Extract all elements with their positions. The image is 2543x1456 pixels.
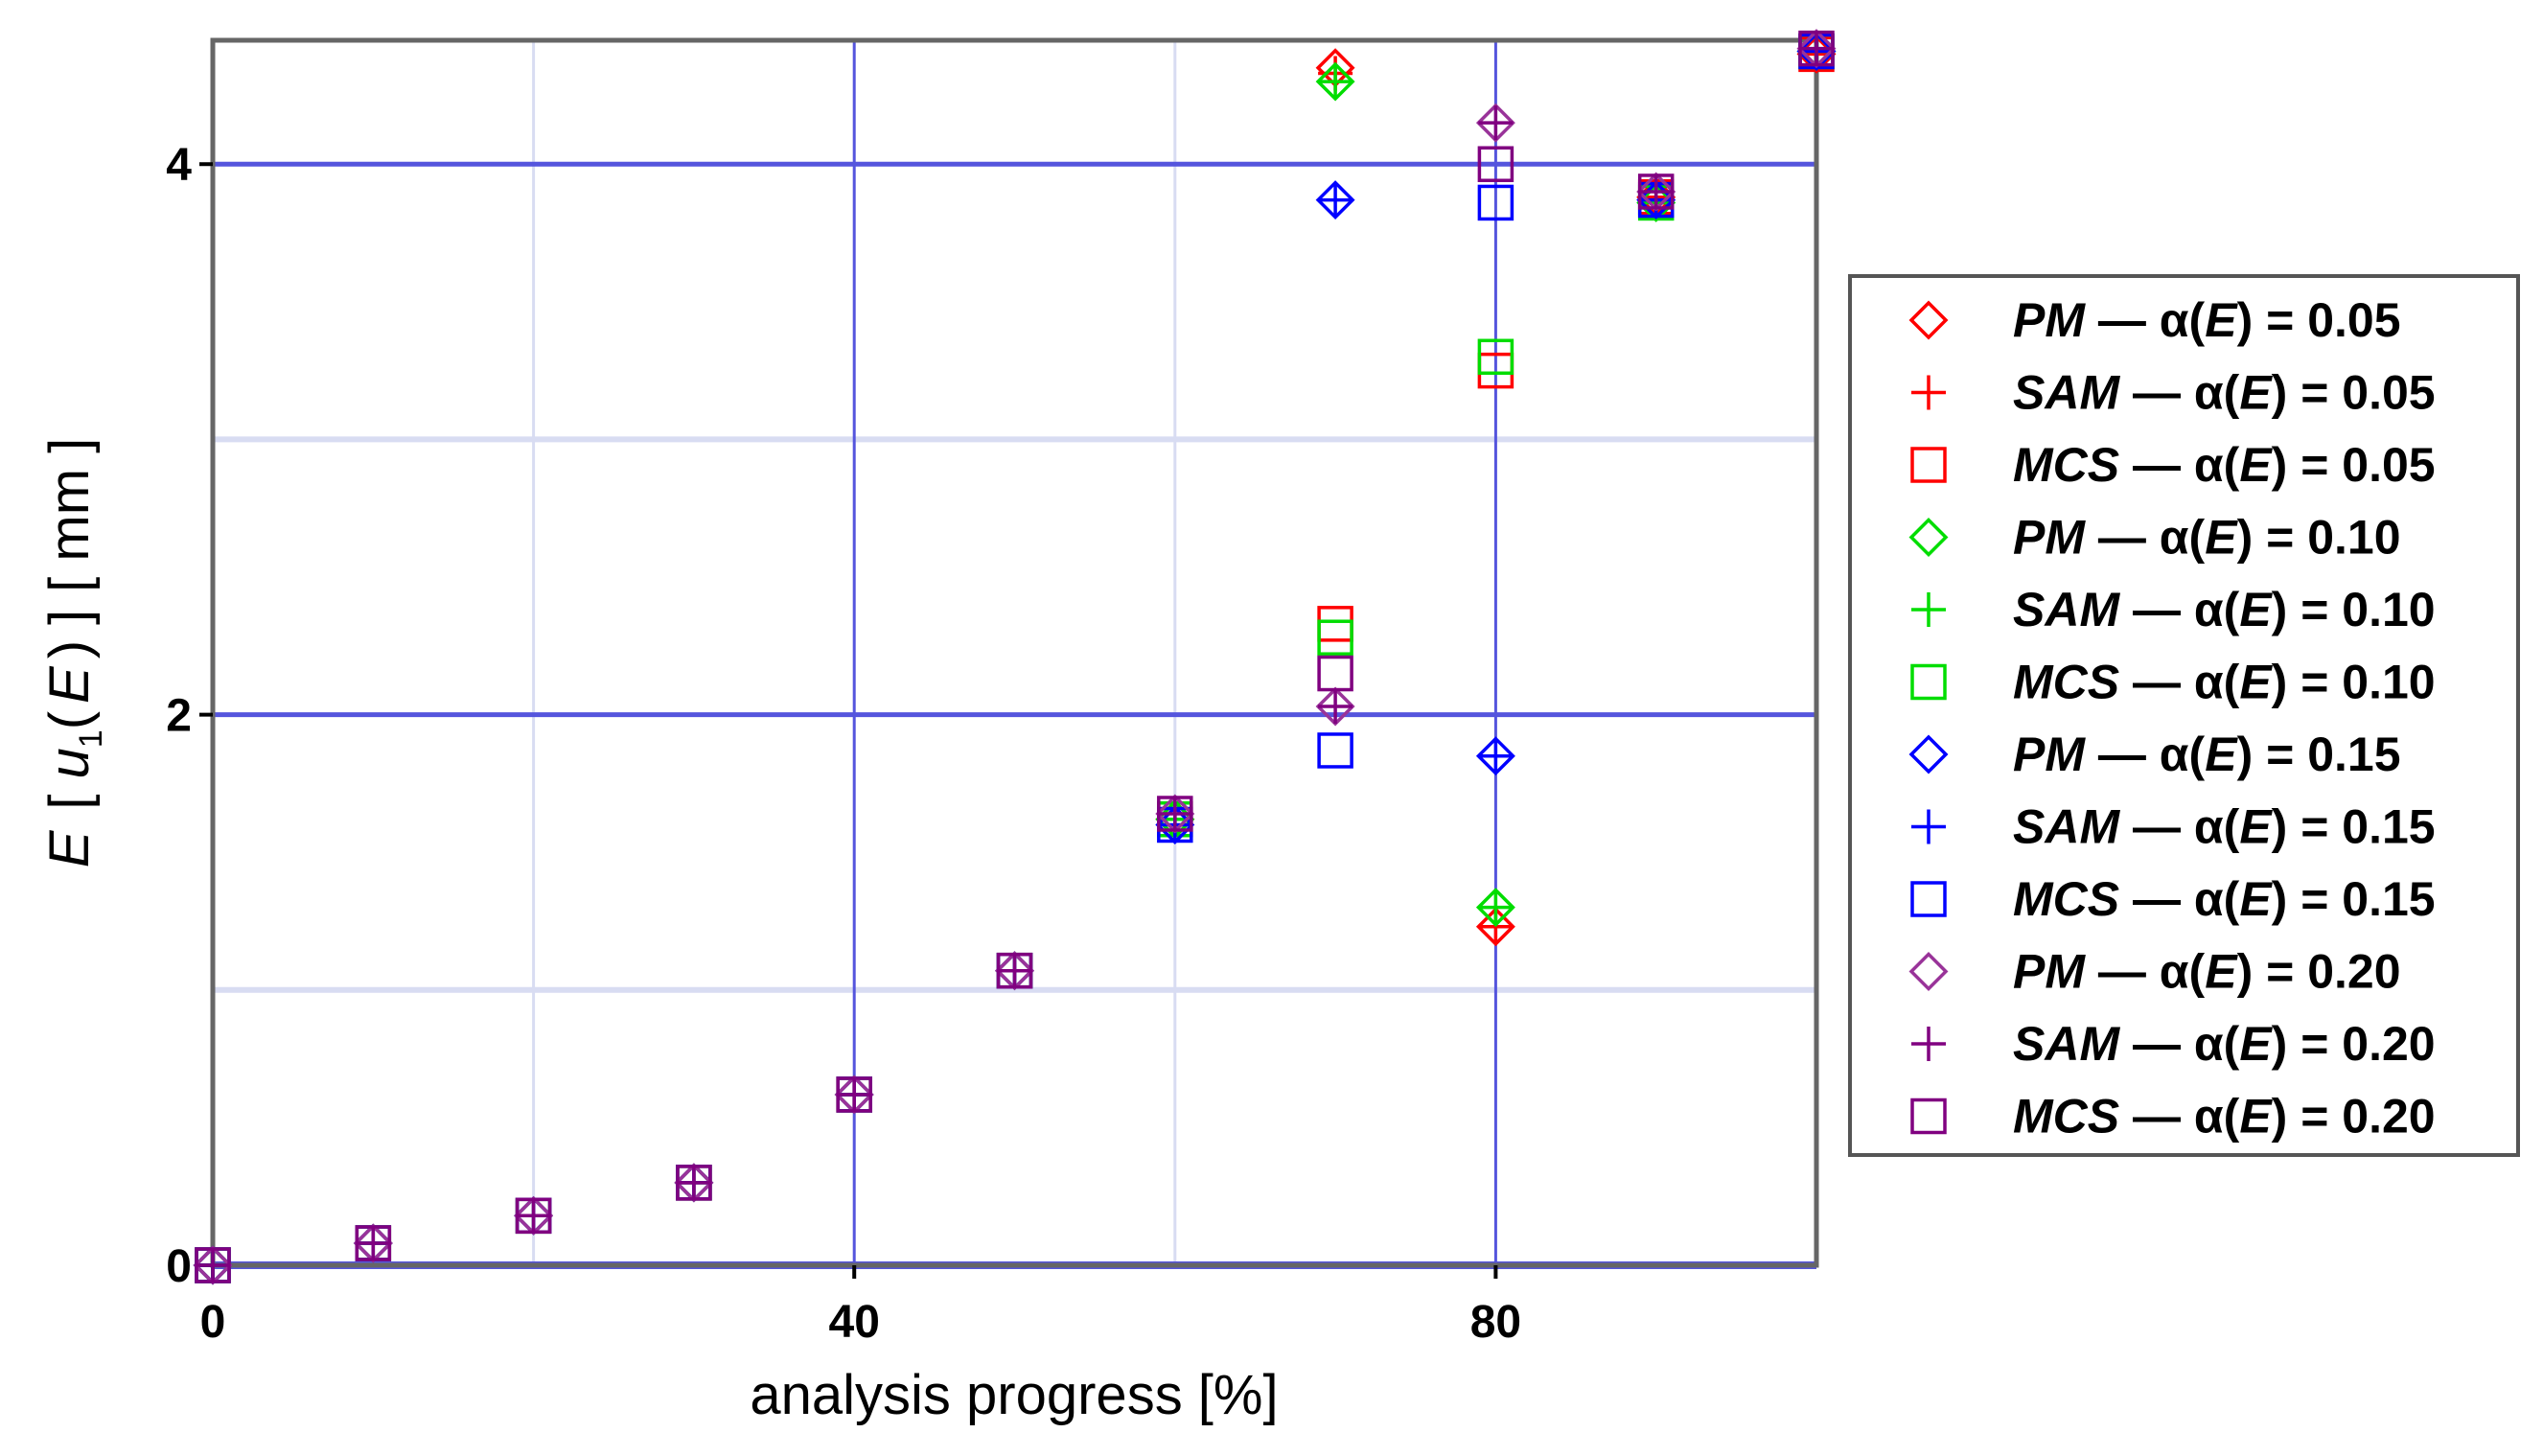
series-5 bbox=[196, 34, 1834, 1283]
legend-marker bbox=[1910, 881, 1947, 917]
legend-marker bbox=[1910, 663, 1947, 701]
legend-marker bbox=[1910, 1098, 1947, 1135]
series-9 bbox=[195, 33, 1835, 1283]
data-point bbox=[1638, 173, 1674, 209]
data-point bbox=[1477, 184, 1514, 221]
data-point bbox=[196, 1248, 230, 1283]
data-point bbox=[1477, 338, 1514, 376]
legend-item: PM — α(E) = 0.15 bbox=[1908, 728, 2401, 781]
data-point bbox=[1478, 738, 1514, 774]
legend-item: SAM — α(E) = 0.05 bbox=[1911, 366, 2436, 420]
data-point bbox=[996, 952, 1033, 989]
series-10 bbox=[193, 29, 1837, 1285]
legend-marker bbox=[1911, 1027, 1946, 1061]
series-6 bbox=[195, 33, 1835, 1283]
legend-box bbox=[1848, 274, 2520, 1157]
legend-marker bbox=[1911, 375, 1946, 410]
legend-label: PM — α(E) = 0.20 bbox=[2013, 945, 2401, 999]
y-tick-label: 4 bbox=[166, 140, 192, 191]
x-tick-label: 0 bbox=[200, 1297, 226, 1348]
data-point bbox=[1318, 64, 1353, 100]
series-8 bbox=[196, 34, 1834, 1283]
data-point bbox=[195, 1247, 231, 1283]
legend-label: SAM — α(E) = 0.15 bbox=[2013, 800, 2436, 854]
series-4 bbox=[193, 32, 1837, 1285]
y-tick-label: 2 bbox=[166, 691, 192, 742]
data-point bbox=[1157, 796, 1193, 832]
legend-label: MCS — α(E) = 0.20 bbox=[2013, 1090, 2436, 1144]
legend-item: SAM — α(E) = 0.20 bbox=[1911, 1017, 2436, 1071]
data-point bbox=[1318, 689, 1353, 725]
legend-marker bbox=[1911, 592, 1946, 627]
series-2 bbox=[196, 36, 1834, 1283]
series-1 bbox=[193, 34, 1837, 1285]
data-point bbox=[676, 1165, 712, 1201]
data-point bbox=[836, 1076, 872, 1113]
series-12 bbox=[195, 30, 1835, 1283]
legend-label: PM — α(E) = 0.15 bbox=[2013, 728, 2401, 781]
legend-marker bbox=[1908, 518, 1949, 557]
data-points bbox=[193, 29, 1837, 1285]
legend-marker bbox=[1908, 952, 1949, 991]
data-point bbox=[837, 1076, 872, 1112]
data-point bbox=[1799, 31, 1834, 66]
data-point bbox=[997, 953, 1032, 988]
data-point bbox=[516, 1198, 551, 1234]
legend: PM — α(E) = 0.05 SAM — α(E) = 0.05 MCS — α… bbox=[1848, 274, 2520, 1157]
legend-label: SAM — α(E) = 0.05 bbox=[2013, 366, 2436, 420]
legend-marker bbox=[1908, 300, 1949, 340]
series-7 bbox=[193, 32, 1837, 1285]
grid-lines bbox=[213, 40, 1816, 1269]
legend-item: PM — α(E) = 0.10 bbox=[1908, 511, 2401, 565]
legend-item: MCS — α(E) = 0.05 bbox=[1910, 438, 2436, 492]
series-11 bbox=[196, 31, 1834, 1283]
axis-ticks: 0 40 80 0 2 4 bbox=[166, 140, 1521, 1348]
data-point bbox=[1317, 619, 1353, 656]
x-tick-label: 80 bbox=[1470, 1297, 1521, 1348]
series-3 bbox=[195, 35, 1835, 1283]
legend-item: MCS — α(E) = 0.10 bbox=[1910, 656, 2436, 709]
data-point bbox=[1798, 30, 1835, 67]
legend-item: MCS — α(E) = 0.15 bbox=[1910, 872, 2436, 926]
legend-label: PM — α(E) = 0.10 bbox=[2013, 511, 2401, 565]
legend-label: MCS — α(E) = 0.05 bbox=[2013, 438, 2436, 492]
y-axis-label: E[u1(E)][ mm ] bbox=[38, 438, 109, 868]
legend-label: MCS — α(E) = 0.10 bbox=[2013, 656, 2436, 709]
legend-marker bbox=[1911, 809, 1946, 844]
legend-marker bbox=[1908, 734, 1949, 774]
x-tick-label: 40 bbox=[829, 1297, 880, 1348]
legend-item: SAM — α(E) = 0.15 bbox=[1911, 800, 2436, 854]
legend-label: SAM — α(E) = 0.10 bbox=[2013, 583, 2436, 636]
data-point bbox=[1317, 732, 1353, 769]
plot-area bbox=[210, 37, 1819, 1268]
data-point bbox=[1637, 173, 1675, 210]
data-point bbox=[355, 1225, 392, 1261]
data-point bbox=[1478, 890, 1514, 925]
legend-item: PM — α(E) = 0.20 bbox=[1908, 945, 2401, 999]
y-tick-label: 0 bbox=[166, 1241, 192, 1292]
data-point bbox=[1317, 655, 1353, 692]
legend-item: SAM — α(E) = 0.10 bbox=[1911, 583, 2436, 636]
legend-label: SAM — α(E) = 0.20 bbox=[2013, 1017, 2436, 1071]
legend-label: PM — α(E) = 0.05 bbox=[2013, 293, 2401, 347]
data-point bbox=[1478, 105, 1514, 141]
x-axis-label: analysis progress [%] bbox=[750, 1364, 1278, 1426]
data-point bbox=[676, 1165, 711, 1200]
data-point bbox=[1317, 606, 1353, 642]
data-point bbox=[1318, 182, 1353, 218]
legend-item: PM — α(E) = 0.05 bbox=[1908, 293, 2401, 347]
legend-item: MCS — α(E) = 0.20 bbox=[1910, 1090, 2436, 1144]
data-point bbox=[1157, 797, 1192, 832]
legend-label: MCS — α(E) = 0.15 bbox=[2013, 872, 2436, 926]
data-point bbox=[356, 1226, 391, 1261]
data-point bbox=[1477, 146, 1514, 182]
data-point bbox=[515, 1197, 552, 1235]
legend-marker bbox=[1910, 447, 1947, 483]
